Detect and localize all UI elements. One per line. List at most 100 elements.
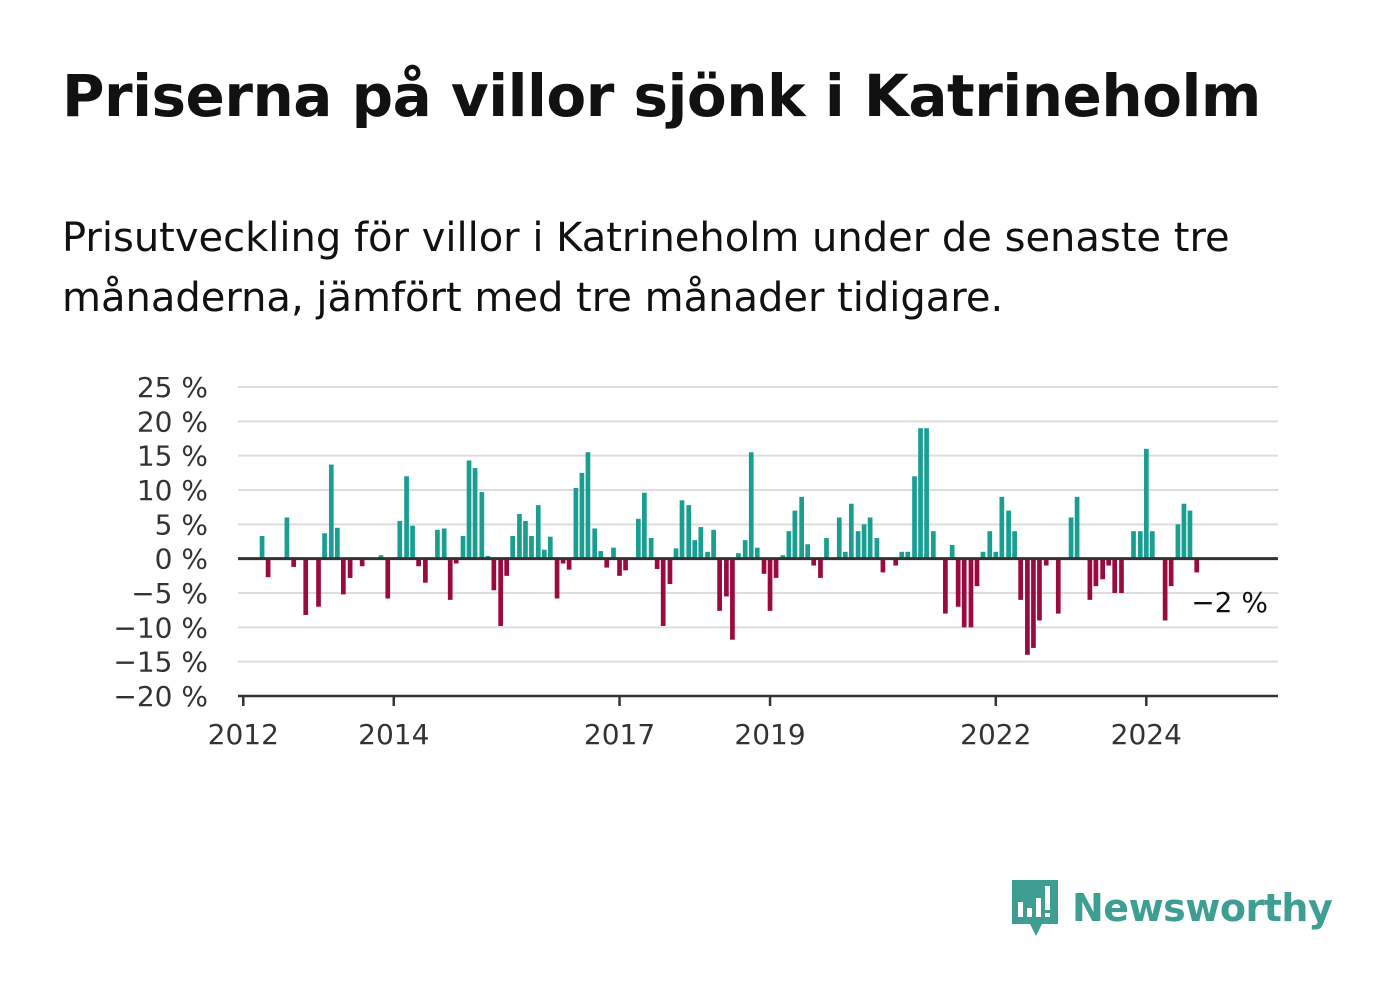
bar: [1018, 558, 1023, 600]
bar: [949, 544, 955, 559]
y-tick-label: −10 %: [113, 611, 208, 644]
bar: [692, 540, 698, 559]
bar: [410, 525, 415, 559]
bar: [773, 558, 779, 578]
brand-logo: Newsworthy: [1010, 878, 1333, 938]
bar: [1100, 558, 1106, 580]
chart-title: Priserna på villor sjönk i Katrineholm: [62, 62, 1261, 130]
bar: [466, 460, 472, 559]
bar: [1137, 531, 1143, 559]
axes: [238, 557, 1278, 706]
bars: [259, 428, 1200, 655]
bar: [510, 536, 516, 559]
x-tick-label: 2012: [208, 718, 279, 751]
bar: [730, 558, 735, 640]
bar: [899, 551, 905, 559]
bar: [498, 558, 503, 626]
bar: [912, 476, 917, 559]
bar: [1031, 558, 1036, 648]
bar: [259, 536, 265, 559]
bar: [1181, 503, 1187, 559]
tick-labels: 25 %20 %15 %10 %5 %0 %−5 %−10 %−15 %−20 …: [113, 371, 1182, 751]
bar: [748, 452, 754, 559]
bar: [560, 558, 566, 564]
bar: [592, 528, 598, 559]
bar: [648, 538, 654, 559]
bar: [724, 558, 729, 597]
bar: [836, 517, 842, 559]
bar: [905, 551, 911, 559]
bar: [679, 500, 685, 559]
bar: [341, 558, 346, 595]
bar: [347, 558, 353, 578]
bar: [1194, 558, 1200, 573]
bar: [334, 527, 340, 559]
bar: [529, 536, 534, 559]
bar: [566, 558, 572, 570]
brand-name: Newsworthy: [1072, 886, 1333, 930]
bar: [523, 520, 528, 559]
bar: [623, 558, 628, 571]
x-tick-label: 2024: [1111, 718, 1182, 751]
bar: [874, 538, 880, 559]
bar: [717, 558, 722, 611]
bar: [1131, 531, 1136, 559]
bar: [943, 558, 948, 614]
bar: [598, 551, 604, 559]
bar: [924, 428, 929, 559]
bar: [811, 558, 817, 566]
bar: [416, 558, 421, 567]
bar: [767, 558, 773, 611]
bar: [284, 517, 290, 559]
y-tick-label: −5 %: [131, 577, 208, 610]
bar: [491, 558, 497, 591]
bar: [447, 558, 453, 600]
y-tick-label: 0 %: [155, 543, 208, 576]
bar: [359, 558, 365, 567]
bar: [918, 428, 923, 559]
bar: [1149, 531, 1155, 559]
bar: [673, 548, 679, 559]
bar: [328, 464, 334, 559]
bar: [1087, 558, 1093, 600]
bar: [1143, 448, 1149, 559]
bar: [1119, 558, 1124, 593]
bar: [893, 558, 899, 566]
bar: [316, 558, 321, 607]
bar: [322, 533, 327, 559]
bar: [736, 553, 741, 559]
bar: [291, 558, 297, 567]
bar: [698, 527, 704, 559]
bar: [635, 518, 641, 559]
y-tick-label: 25 %: [137, 371, 208, 404]
bar: [980, 551, 986, 559]
bar: [1106, 558, 1112, 566]
bar: [479, 492, 485, 559]
bar: [504, 558, 510, 576]
bar: [705, 551, 710, 559]
bar: [1162, 558, 1168, 621]
bar: [441, 528, 447, 559]
bar: [880, 558, 886, 573]
bar: [848, 503, 854, 559]
bar: [611, 547, 616, 559]
bar: [930, 531, 936, 559]
bar: [999, 496, 1005, 559]
bar: [842, 551, 848, 559]
bar: [1055, 558, 1061, 614]
latest-value-annotation: −2 %: [1191, 586, 1268, 619]
bar: [686, 505, 692, 559]
bar: [1093, 558, 1099, 587]
bar: [780, 555, 786, 559]
bar: [754, 547, 760, 559]
bar: [955, 558, 961, 607]
bar: [792, 510, 798, 559]
bar: [617, 558, 622, 576]
bar: [397, 520, 403, 559]
bar: [855, 531, 861, 559]
bar: [861, 524, 867, 559]
bar: [541, 549, 547, 559]
bar: [579, 472, 585, 559]
bar: [554, 558, 560, 599]
bar: [968, 558, 974, 628]
